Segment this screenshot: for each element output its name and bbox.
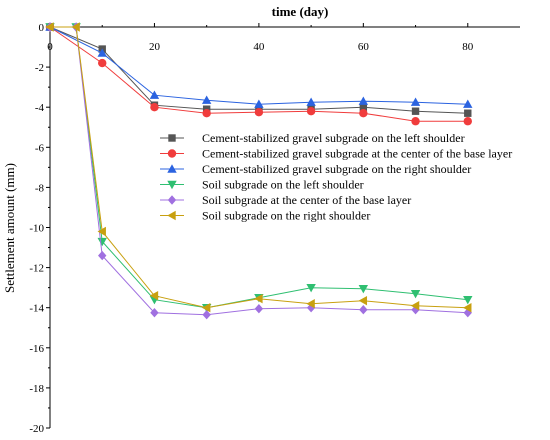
series-layer xyxy=(45,22,473,320)
x-axis-title: time (day) xyxy=(272,4,329,19)
data-point xyxy=(71,22,80,32)
data-point xyxy=(97,226,106,237)
data-point xyxy=(45,22,54,32)
data-point xyxy=(464,109,472,117)
data-point xyxy=(463,295,473,305)
legend-marker xyxy=(167,210,176,221)
data-point xyxy=(201,303,211,313)
data-point xyxy=(410,300,420,311)
data-point xyxy=(306,97,316,106)
y-tick-label: -2 xyxy=(35,62,44,74)
data-point xyxy=(202,109,211,118)
legend-marker xyxy=(167,180,177,190)
data-point xyxy=(150,308,159,318)
x-tick-label: 60 xyxy=(358,41,370,53)
legend-label: Soil subgrade at the center of the base … xyxy=(202,193,411,207)
legend-label: Cement-stabilized gravel subgrade on the… xyxy=(202,162,471,176)
data-point xyxy=(359,305,368,315)
y-tick-label: -20 xyxy=(29,423,44,435)
data-point xyxy=(411,117,420,126)
data-point xyxy=(358,295,368,306)
y-tick-label: -6 xyxy=(35,142,45,154)
legend-label: Cement-stabilized gravel subgrade on the… xyxy=(202,131,465,145)
legend-marker xyxy=(167,149,177,158)
data-point xyxy=(463,99,473,108)
legend-marker xyxy=(167,164,177,173)
x-tick-label: 40 xyxy=(253,41,265,53)
y-tick-label: -12 xyxy=(29,263,44,275)
x-tick-label: 20 xyxy=(149,41,161,53)
data-point xyxy=(358,284,369,294)
legend-marker xyxy=(168,134,176,142)
series-line xyxy=(49,26,468,105)
data-point xyxy=(98,250,107,261)
data-point xyxy=(97,237,107,247)
series-line xyxy=(50,26,468,309)
data-point xyxy=(359,103,368,111)
y-tick-label: -14 xyxy=(29,303,44,315)
series-5 xyxy=(45,22,472,313)
legend-label: Cement-stabilized gravel subgrade at the… xyxy=(202,147,512,161)
data-point xyxy=(149,90,160,99)
y-tick-label: -4 xyxy=(35,102,45,114)
legend-marker xyxy=(167,195,177,205)
axes: 0 20 40 60 800-2-4-6-8-10-12-14-16-18-20 xyxy=(29,22,520,435)
data-point xyxy=(306,283,316,293)
data-point xyxy=(97,48,107,57)
series-1 xyxy=(45,22,472,126)
data-point xyxy=(306,298,315,309)
data-point xyxy=(149,290,159,301)
y-axis-title: Settlement amount (mm) xyxy=(2,163,17,293)
x-tick-label: 80 xyxy=(462,41,474,53)
data-point xyxy=(463,303,472,313)
legend-label: Soil subgrade on the right shoulder xyxy=(202,209,370,223)
data-point xyxy=(254,293,263,304)
data-point xyxy=(306,107,316,116)
data-point xyxy=(254,108,264,117)
y-tick-label: 0 xyxy=(39,22,45,34)
data-point xyxy=(254,99,264,108)
legend: Cement-stabilized gravel subgrade on the… xyxy=(160,131,512,223)
data-point xyxy=(410,289,421,299)
legend-label: Soil subgrade on the left shoulder xyxy=(202,178,364,192)
series-2 xyxy=(45,22,473,108)
data-point xyxy=(98,58,107,68)
data-point xyxy=(358,96,369,105)
data-point xyxy=(463,117,472,126)
data-point xyxy=(410,97,421,106)
x-tick-label: 0 xyxy=(47,41,53,53)
data-point xyxy=(201,95,212,104)
data-point xyxy=(150,103,159,112)
y-tick-label: -8 xyxy=(35,182,45,194)
series-line xyxy=(50,26,468,316)
y-tick-label: -10 xyxy=(29,223,44,235)
data-point xyxy=(411,107,420,115)
data-point xyxy=(359,109,368,118)
data-point xyxy=(202,310,211,320)
data-point xyxy=(254,304,264,314)
y-tick-label: -16 xyxy=(29,343,44,355)
y-tick-label: -18 xyxy=(29,383,44,395)
